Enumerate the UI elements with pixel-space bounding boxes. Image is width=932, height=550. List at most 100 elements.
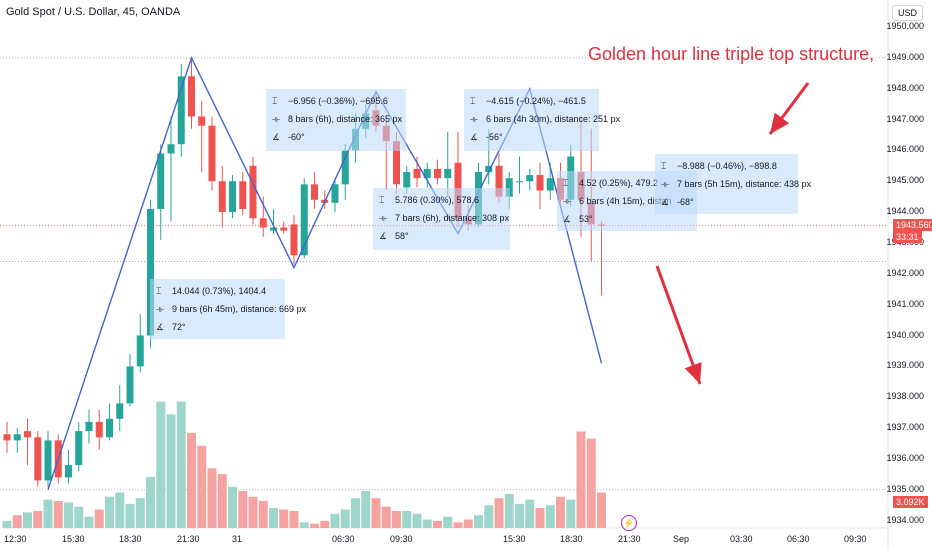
volume-bar	[402, 510, 412, 528]
candle-body	[126, 366, 134, 404]
bars-range-icon: ⟛	[661, 179, 670, 189]
time-axis-label: 12:30	[4, 534, 27, 544]
measurement-text: 6 bars (4h 15m), distan	[579, 196, 672, 206]
measurement-line2: ⟛ 9 bars (6h 45m), distance: 669 px	[156, 304, 306, 315]
lightning-event-icon[interactable]: ⚡	[621, 515, 637, 531]
measurement-box[interactable]: ⌶ 5.786 (0.30%), 578.6 ⟛ 7 bars (6h), dista…	[373, 188, 510, 250]
bars-range-icon: ⟛	[272, 114, 281, 124]
candle-body	[485, 165, 493, 172]
volume-bar	[53, 501, 63, 528]
volume-bar	[504, 493, 514, 528]
volume-bar	[64, 502, 73, 528]
angle-icon: ∡	[272, 132, 281, 142]
volume-bar	[494, 498, 504, 528]
volume-bar	[484, 505, 494, 528]
volume-bar	[556, 496, 565, 528]
measurement-line1: ⌶ −4.615 (−0.24%), −461.5	[470, 96, 586, 107]
candle-body	[311, 184, 318, 200]
candle-body	[259, 218, 267, 228]
measurement-text: 7 bars (6h), distance: 308 px	[395, 213, 510, 223]
volume-bar	[289, 510, 299, 528]
time-axis-label: 09:30	[390, 534, 413, 544]
measurement-box[interactable]: ⌶ −6.956 (−0.36%), −695.6 ⟛ 8 bars (6h), di…	[266, 89, 406, 151]
candle-body	[526, 175, 534, 182]
measurement-text: 14.044 (0.73%), 1404.4	[172, 286, 267, 296]
measurement-text: 7 bars (5h 15m), distance: 438 px	[677, 179, 812, 189]
volume-bar	[248, 496, 258, 528]
price-axis-label: 1945.000	[886, 175, 924, 186]
volume-bar	[146, 476, 155, 528]
measurement-text: 58°	[395, 231, 409, 241]
measurement-box[interactable]: ⌶ −4.615 (−0.24%), −461.5 ⟛ 6 bars (4h 30m)…	[464, 89, 620, 151]
price-axis-label: 1948.000	[886, 82, 924, 93]
volume-bar	[586, 438, 596, 528]
candle-body	[536, 175, 544, 191]
candle-body	[177, 76, 185, 145]
volume-bar	[33, 510, 43, 528]
measurement-box[interactable]: ⌶ −8.988 (−0.46%), −898.8 ⟛ 7 bars (5h 15m)…	[655, 154, 811, 214]
candle-body	[147, 209, 154, 336]
last-price-tag: 1943.560	[893, 219, 932, 231]
candle-body	[116, 403, 124, 419]
price-range-icon: ⌶	[661, 161, 667, 171]
candle-body	[13, 434, 21, 441]
time-axis-label: 18:30	[560, 534, 583, 544]
bars-range-icon: ⟛	[379, 213, 388, 223]
candle-body	[157, 153, 165, 210]
measurement-text: −4.615 (−0.24%), −461.5	[486, 96, 586, 106]
price-range-icon: ⌶	[379, 195, 385, 205]
candle-body	[198, 116, 206, 126]
measurement-line1: ⌶ 14.044 (0.73%), 1404.4	[156, 286, 266, 297]
volume-bar	[392, 510, 401, 528]
measurement-line2: ⟛ 8 bars (6h), distance: 365 px	[272, 114, 402, 125]
candle-body	[516, 181, 523, 183]
time-axis-label: 21:30	[177, 534, 200, 544]
measurement-line1: ⌶ −8.988 (−0.46%), −898.8	[661, 161, 777, 172]
measurement-text: 4.52 (0.25%), 479.2	[579, 178, 659, 188]
volume-bar	[412, 513, 422, 528]
measurement-line3: ∡ 58°	[379, 231, 409, 242]
angle-icon: ∡	[563, 214, 572, 224]
volume-bar	[258, 501, 268, 528]
measurement-line3: ∡ -68°	[661, 197, 694, 208]
angle-icon: ∡	[156, 322, 165, 332]
time-axis-label: 03:30	[730, 534, 753, 544]
candle-body	[167, 144, 175, 154]
volume-bar	[84, 516, 94, 528]
volume-bar	[135, 498, 145, 528]
candle-body	[444, 168, 452, 179]
measurement-text: 9 bars (6h 45m), distance: 669 px	[172, 304, 307, 314]
volume-bar	[381, 506, 391, 528]
volume-bar	[361, 491, 371, 528]
chart-annotation: Golden hour line triple top structure,	[588, 44, 875, 64]
bars-range-icon: ⟛	[156, 304, 165, 314]
volume-bar	[535, 508, 545, 528]
volume-bar	[299, 522, 309, 528]
volume-bar	[197, 445, 207, 528]
candle-body	[239, 181, 247, 210]
candle-body	[546, 178, 554, 191]
volume-bar	[597, 492, 606, 528]
candle-body	[229, 181, 236, 213]
volume-bar	[74, 506, 84, 528]
measurement-box[interactable]: ⌶ 14.044 (0.73%), 1404.4 ⟛ 9 bars (6h 45m),…	[150, 279, 306, 339]
time-axis-label: 15:30	[503, 534, 526, 544]
volume-bar	[2, 520, 12, 528]
measurement-line2: ⟛ 7 bars (5h 15m), distance: 438 px	[661, 179, 811, 190]
volume-bar	[166, 414, 176, 528]
volume-bar	[43, 499, 53, 528]
measurement-text: −8.988 (−0.46%), −898.8	[677, 161, 777, 171]
volume-bar	[453, 522, 463, 528]
currency-button[interactable]: USD	[892, 5, 924, 21]
volume-bar	[525, 499, 535, 528]
price-axis-label: 1941.000	[886, 298, 924, 309]
price-range-icon: ⌶	[470, 96, 476, 106]
candle-body	[136, 335, 144, 367]
symbol-title[interactable]: Gold Spot / U.S. Dollar, 45, OANDA	[6, 6, 181, 18]
volume-tag: 3.092K	[893, 496, 928, 508]
volume-bar	[238, 491, 248, 528]
volume-bar	[115, 492, 125, 528]
measurement-text: -68°	[677, 197, 694, 207]
candle-body	[249, 165, 257, 219]
